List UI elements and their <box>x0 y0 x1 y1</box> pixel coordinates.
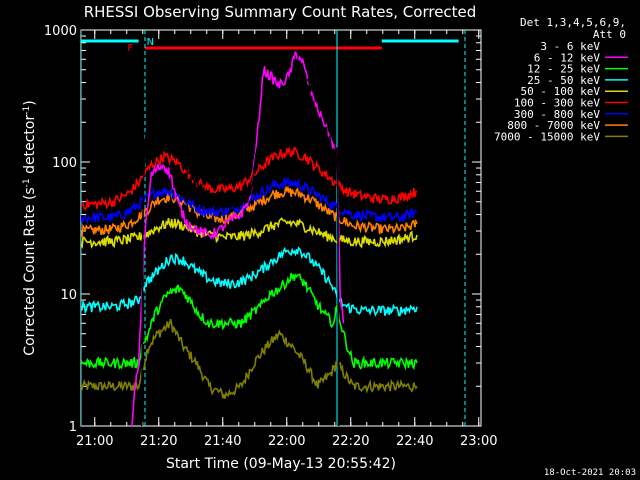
legend-label: 25 - 50 keV <box>527 74 600 87</box>
flag-N: N <box>147 37 154 48</box>
x-tick-label: 22:00 <box>268 434 305 449</box>
y-tick-label: 1 <box>69 420 77 435</box>
legend-label: 3 - 6 keV <box>540 40 600 53</box>
chart-title: RHESSI Observing Summary Count Rates, Co… <box>84 3 477 21</box>
plot-area: FN <box>81 30 466 426</box>
plot-frame <box>80 29 482 427</box>
y-tick-label: 100 <box>52 156 77 171</box>
y-axis: 1 10 100 1000 <box>44 24 481 435</box>
series-line-8 <box>81 184 418 237</box>
x-tick-label: 22:40 <box>396 434 433 449</box>
legend-label: 6 - 12 keV <box>534 51 601 64</box>
series-line-1 <box>141 58 340 426</box>
x-tick-label: 21:40 <box>204 434 241 449</box>
x-axis-label: Start Time (09-May-13 20:55:42) <box>166 456 396 472</box>
series-line-3 <box>81 273 418 371</box>
timestamp: 18-Oct-2021 20:03 <box>544 468 636 478</box>
legend-header: Det 1,3,4,5,6,9, Att 0 <box>520 16 626 41</box>
legend-header-line-2: Att 0 <box>593 28 626 41</box>
legend-label: 12 - 25 keV <box>527 63 600 76</box>
x-tick-label: 21:20 <box>140 434 177 449</box>
legend-label: 50 - 100 keV <box>521 85 601 98</box>
y-tick-label: 10 <box>60 288 77 303</box>
legend-label: 7000 - 15000 keV <box>494 130 600 143</box>
series-line-5 <box>81 217 418 250</box>
x-tick-label: 21:00 <box>76 434 113 449</box>
x-tick-label: 23:00 <box>460 434 497 449</box>
series-line-4 <box>81 246 418 317</box>
flag-F: F <box>127 43 133 54</box>
legend-label: 300 - 800 keV <box>514 108 600 121</box>
y-tick-label: 1000 <box>44 24 77 39</box>
legend-header-line-1: Det 1,3,4,5,6,9, <box>520 16 626 29</box>
x-axis: 21:00 21:20 21:40 22:00 22:20 22:40 23:00 <box>76 30 497 449</box>
legend-label: 800 - 7000 keV <box>507 119 600 132</box>
x-tick-label: 22:20 <box>332 434 369 449</box>
y-axis-label: Corrected Count Rate (s-1 detector-1) <box>22 100 38 355</box>
series-line-9 <box>81 319 418 399</box>
series-line-7 <box>81 175 418 226</box>
legend-label: 100 - 300 keV <box>514 97 600 110</box>
series-group <box>81 30 466 426</box>
series-line-6 <box>81 146 418 211</box>
